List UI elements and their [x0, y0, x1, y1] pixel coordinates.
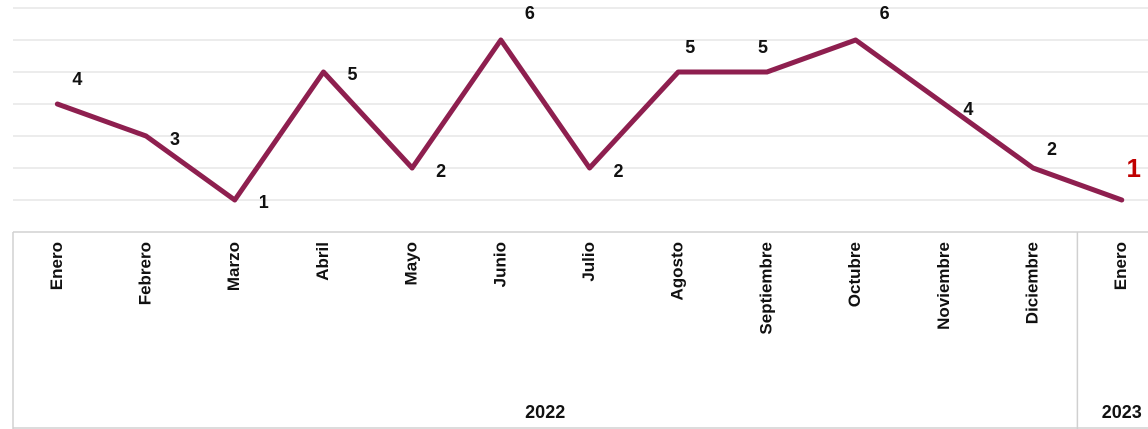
x-tick-label: Junio	[490, 242, 509, 287]
data-label: 6	[525, 3, 535, 23]
data-label: 6	[880, 3, 890, 23]
x-tick-label: Febrero	[136, 242, 155, 305]
x-tick-label: Marzo	[224, 242, 243, 291]
x-tick-label: Diciembre	[1023, 242, 1042, 324]
data-label: 4	[963, 99, 973, 119]
data-label: 4	[72, 69, 82, 89]
data-label: 2	[436, 161, 446, 181]
data-label: 5	[758, 37, 768, 57]
x-tick-label: Noviembre	[934, 242, 953, 330]
line	[54, 37, 1125, 203]
x-tick-label: Mayo	[402, 242, 421, 285]
group-label: 2022	[525, 402, 565, 422]
data-label: 5	[347, 64, 357, 84]
x-tick-label: Abril	[313, 242, 332, 281]
x-tick-label: Enero	[1111, 242, 1130, 290]
x-tick-label: Septiembre	[756, 242, 775, 335]
x-tick-label: Agosto	[668, 242, 687, 301]
x-tick-label: Enero	[47, 242, 66, 290]
data-label: 1	[259, 192, 269, 212]
data-label: 3	[170, 129, 180, 149]
data-label: 2	[614, 161, 624, 181]
x-tick-label: Octubre	[845, 242, 864, 307]
data-label: 5	[685, 37, 695, 57]
data-label: 2	[1047, 139, 1057, 159]
group-label: 2023	[1102, 402, 1142, 422]
x-tick-label: Julio	[579, 242, 598, 282]
data-label: 1	[1127, 153, 1141, 183]
